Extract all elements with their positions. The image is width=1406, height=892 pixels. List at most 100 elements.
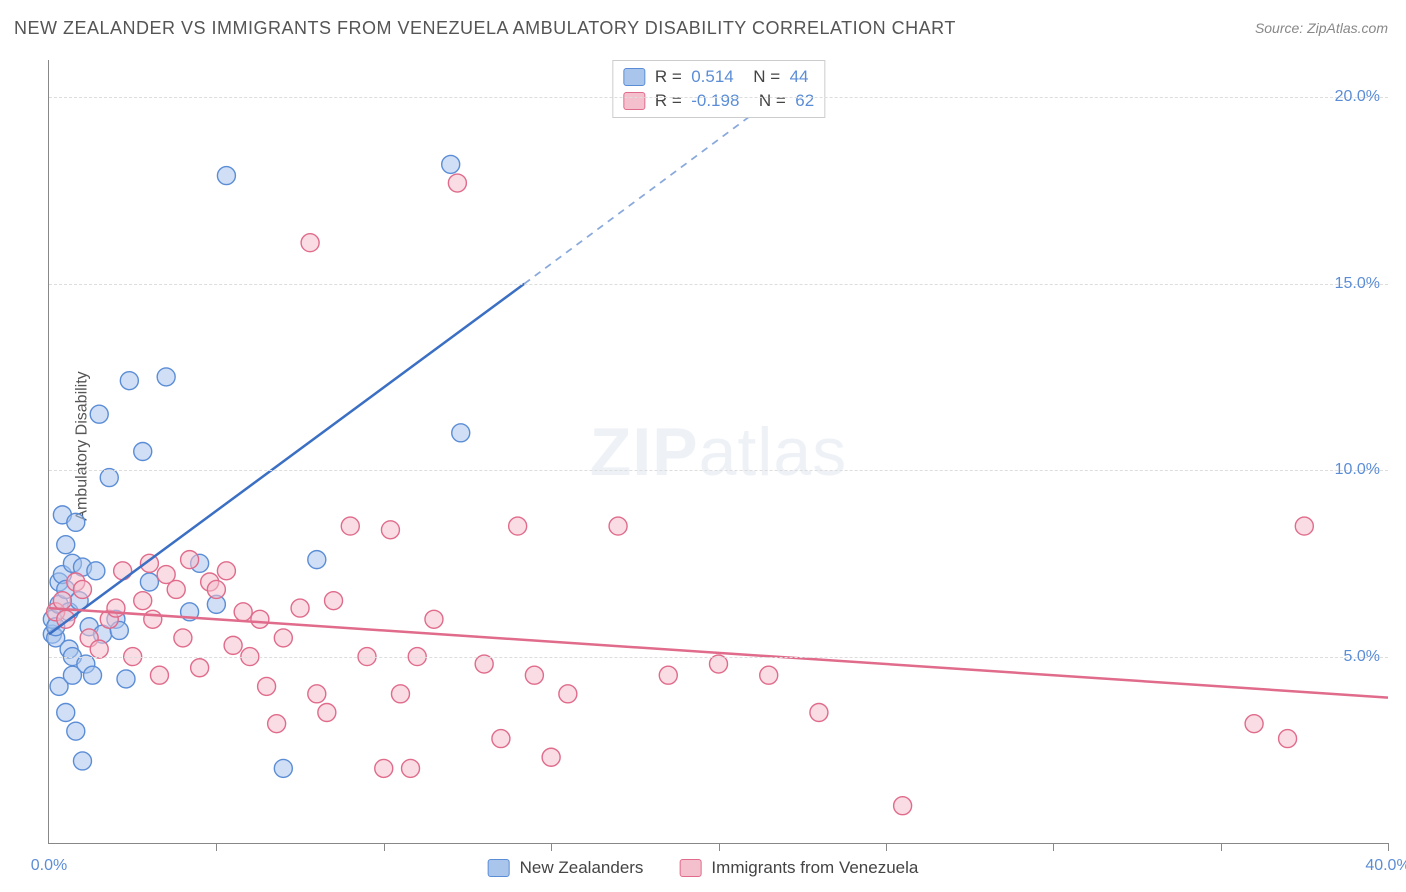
data-point-vz [894,797,912,815]
x-tick [1388,843,1389,851]
data-point-vz [341,517,359,535]
data-point-vz [167,580,185,598]
data-point-nz [57,536,75,554]
data-point-vz [1245,715,1263,733]
data-point-vz [207,580,225,598]
data-point-vz [402,759,420,777]
data-point-vz [224,636,242,654]
data-point-vz [710,655,728,673]
data-point-nz [134,443,152,461]
x-tick [216,843,217,851]
data-point-vz [73,580,91,598]
x-tick [384,843,385,851]
data-point-vz [1295,517,1313,535]
legend-stats: R = 0.514 N = 44R = -0.198 N = 62 [612,60,825,118]
legend-series-label: Immigrants from Venezuela [711,858,918,878]
legend-r-value: -0.198 [691,91,739,110]
legend-swatch [488,859,510,877]
data-point-vz [191,659,209,677]
data-point-vz [90,640,108,658]
gridline [49,470,1388,471]
legend-n-label: N = 44 [744,67,809,87]
legend-swatch [623,68,645,86]
data-point-nz [57,704,75,722]
data-point-nz [90,405,108,423]
trend-line-nz [49,284,524,634]
data-point-vz [174,629,192,647]
legend-r-label: R = -0.198 [655,91,740,111]
legend-swatch [623,92,645,110]
data-point-nz [67,513,85,531]
data-point-vz [291,599,309,617]
data-point-nz [217,167,235,185]
legend-r-label: R = 0.514 [655,67,734,87]
x-tick [1053,843,1054,851]
legend-n-label: N = 62 [749,91,814,111]
data-point-vz [492,730,510,748]
legend-n-value: 44 [790,67,809,86]
data-point-vz [301,234,319,252]
legend-swatch [679,859,701,877]
x-tick-label: 0.0% [31,857,67,875]
data-point-nz [87,562,105,580]
y-tick-label: 15.0% [1335,275,1380,293]
data-point-nz [157,368,175,386]
data-point-vz [318,704,336,722]
data-point-vz [425,610,443,628]
data-point-vz [475,655,493,673]
data-point-vz [274,629,292,647]
data-point-vz [381,521,399,539]
data-point-vz [810,704,828,722]
legend-r-value: 0.514 [691,67,734,86]
x-tick [719,843,720,851]
data-point-nz [452,424,470,442]
plot-area: ZIPatlas R = 0.514 N = 44R = -0.198 N = … [48,60,1388,844]
data-point-nz [442,155,460,173]
y-tick-label: 5.0% [1344,648,1380,666]
data-point-vz [114,562,132,580]
gridline [49,284,1388,285]
data-point-vz [217,562,235,580]
legend-stats-row: R = 0.514 N = 44 [623,65,814,89]
data-point-nz [140,573,158,591]
data-point-vz [234,603,252,621]
source-attribution: Source: ZipAtlas.com [1255,20,1388,36]
data-point-nz [100,469,118,487]
data-point-vz [258,677,276,695]
data-point-nz [120,372,138,390]
data-point-vz [760,666,778,684]
gridline [49,657,1388,658]
data-point-nz [274,759,292,777]
legend-series-label: New Zealanders [520,858,644,878]
legend-stats-row: R = -0.198 N = 62 [623,89,814,113]
data-point-vz [609,517,627,535]
legend-series-item: New Zealanders [488,858,644,878]
x-tick [1221,843,1222,851]
data-point-vz [325,592,343,610]
data-point-vz [559,685,577,703]
data-point-vz [53,592,71,610]
y-tick-label: 20.0% [1335,88,1380,106]
data-point-vz [542,748,560,766]
data-point-nz [84,666,102,684]
data-point-vz [308,685,326,703]
data-point-nz [117,670,135,688]
data-point-vz [107,599,125,617]
x-tick-label: 40.0% [1365,857,1406,875]
data-point-vz [1279,730,1297,748]
gridline [49,97,1388,98]
legend-series-item: Immigrants from Venezuela [679,858,918,878]
data-point-vz [525,666,543,684]
data-point-vz [150,666,168,684]
data-point-nz [73,752,91,770]
data-point-vz [268,715,286,733]
data-point-vz [391,685,409,703]
data-point-vz [144,610,162,628]
data-point-vz [509,517,527,535]
trend-line-dash-nz [524,90,785,284]
legend-n-value: 62 [795,91,814,110]
data-point-vz [659,666,677,684]
chart-title: NEW ZEALANDER VS IMMIGRANTS FROM VENEZUE… [14,18,956,39]
x-tick [886,843,887,851]
data-point-vz [251,610,269,628]
